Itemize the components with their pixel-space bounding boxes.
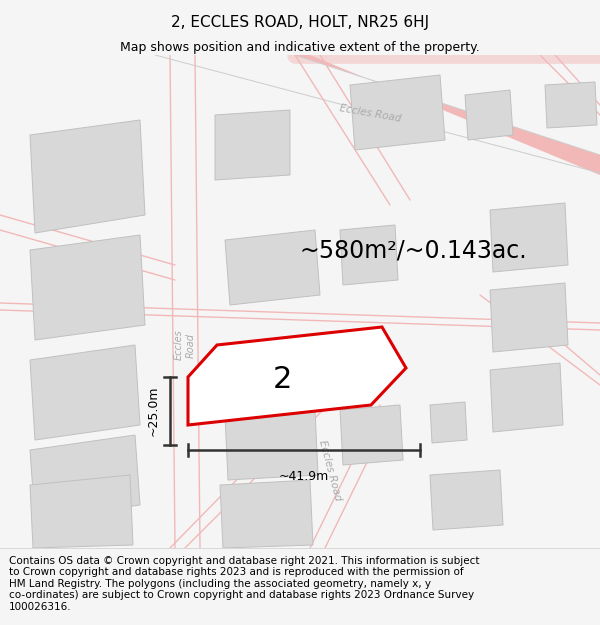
Text: 2: 2 [272,365,292,394]
Text: Eccles Road: Eccles Road [338,102,401,123]
Text: Map shows position and indicative extent of the property.: Map shows position and indicative extent… [120,41,480,54]
Polygon shape [225,230,320,305]
Polygon shape [430,402,467,443]
Polygon shape [225,410,318,480]
Polygon shape [30,120,145,233]
Polygon shape [30,435,140,520]
Polygon shape [430,470,503,530]
Polygon shape [30,345,140,440]
Polygon shape [188,327,406,425]
Polygon shape [340,405,403,465]
Text: ~25.0m: ~25.0m [147,386,160,436]
Polygon shape [30,475,133,548]
Polygon shape [490,203,568,272]
Polygon shape [545,82,597,128]
Text: Eccles Road: Eccles Road [317,439,343,501]
Text: ~41.9m: ~41.9m [279,470,329,483]
Text: Eccles
Road: Eccles Road [174,329,196,361]
Polygon shape [30,235,145,340]
Polygon shape [215,110,290,180]
Polygon shape [220,480,313,548]
Polygon shape [155,55,600,175]
Text: ~580m²/~0.143ac.: ~580m²/~0.143ac. [300,238,527,262]
Polygon shape [490,283,568,352]
Polygon shape [350,75,445,150]
Polygon shape [465,90,513,140]
Polygon shape [340,225,398,285]
Polygon shape [490,363,563,432]
Text: 2, ECCLES ROAD, HOLT, NR25 6HJ: 2, ECCLES ROAD, HOLT, NR25 6HJ [171,16,429,31]
Text: Contains OS data © Crown copyright and database right 2021. This information is : Contains OS data © Crown copyright and d… [9,556,479,612]
